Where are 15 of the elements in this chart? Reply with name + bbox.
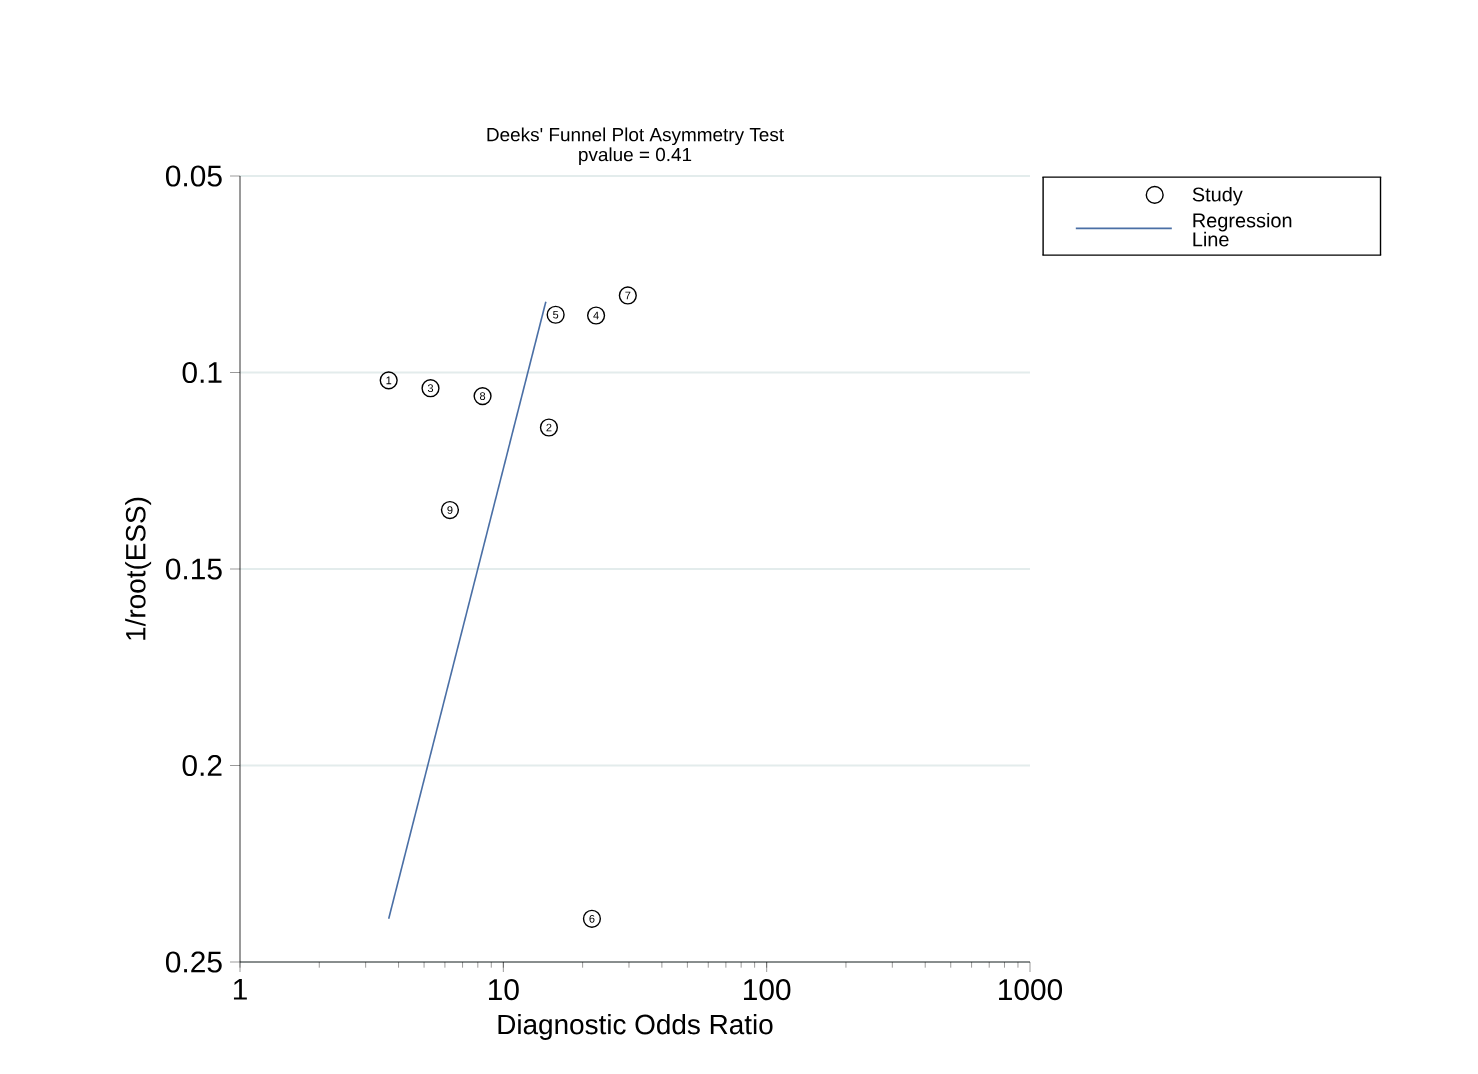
y-tick-label: 0.05 xyxy=(165,165,222,187)
x-tick-label: 100 xyxy=(744,979,791,1001)
legend-label: Study xyxy=(1192,186,1243,206)
chart-title: Deeks' Funnel Plot Asymmetry Test xyxy=(487,127,784,146)
legend-label: Regression Line xyxy=(1193,212,1292,247)
x-axis-title: Diagnostic Odds Ratio xyxy=(498,1013,773,1040)
chart-subtitle: pvalue = 0.41 xyxy=(579,147,692,166)
y-tick-label: 0.2 xyxy=(182,754,222,777)
y-tick-label: 0.15 xyxy=(165,558,222,580)
x-tick-label: 10 xyxy=(489,979,519,1001)
y-tick-label: 0.1 xyxy=(182,361,222,384)
x-tick-label: 1000 xyxy=(999,979,1063,1001)
x-tick-label: 1 xyxy=(233,979,247,1000)
y-axis-title: 1/root(ESS) xyxy=(125,497,152,640)
y-tick-label: 0.25 xyxy=(165,951,222,973)
